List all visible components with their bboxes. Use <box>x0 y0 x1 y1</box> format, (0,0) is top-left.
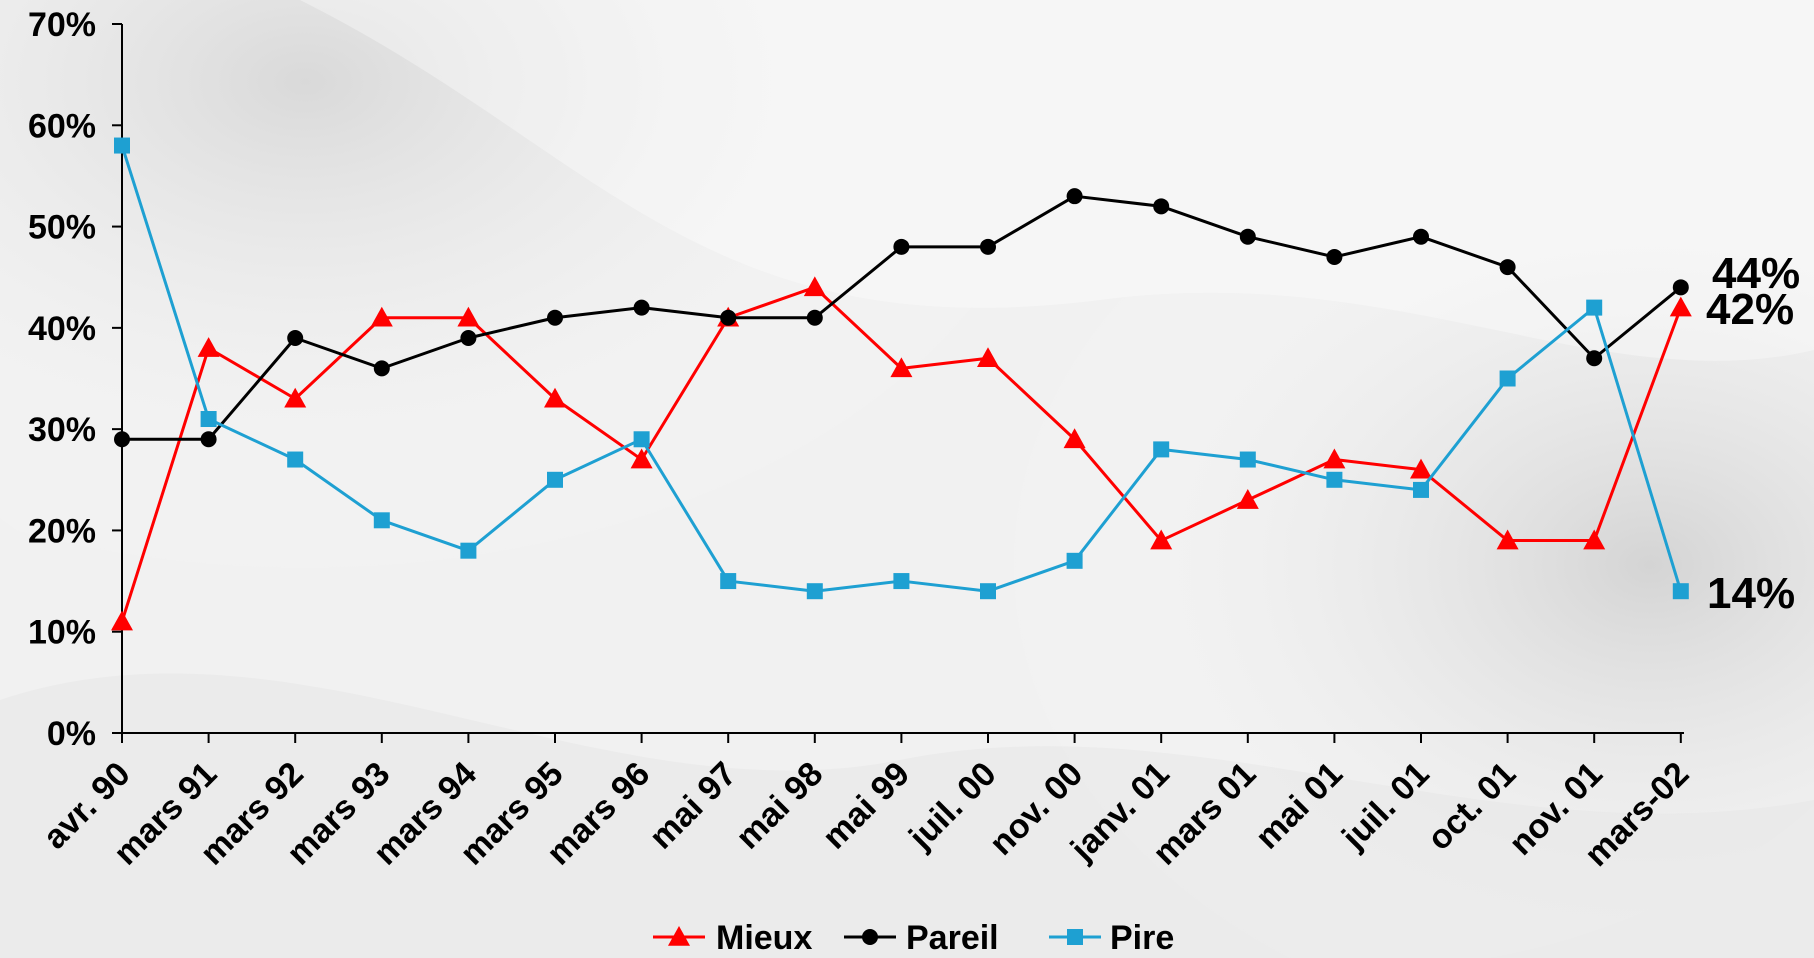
data-point-pareil <box>1153 198 1170 215</box>
y-tick-label: 10% <box>28 614 96 652</box>
data-point-mieux <box>803 276 826 297</box>
data-point-pire <box>806 583 823 600</box>
legend-item-pire: Pire <box>1049 919 1174 957</box>
data-point-mieux <box>284 387 307 408</box>
data-point-pareil <box>1066 188 1083 205</box>
data-point-pire <box>1153 441 1170 458</box>
data-point-mieux <box>1583 529 1606 550</box>
data-point-mieux <box>1323 448 1346 469</box>
series-pire <box>114 137 1689 600</box>
data-point-mieux <box>1150 529 1173 550</box>
data-point-mieux <box>544 387 566 408</box>
legend-item-pareil: Pareil <box>844 919 999 957</box>
data-point-pareil <box>1586 350 1603 367</box>
data-point-pareil <box>1672 279 1689 296</box>
y-tick-label: 30% <box>28 411 96 449</box>
data-point-mieux <box>457 306 480 327</box>
y-tick-label: 0% <box>47 715 96 753</box>
data-point-pire <box>1499 370 1516 387</box>
end-value-label: 14% <box>1707 569 1795 618</box>
data-point-pire <box>460 542 477 559</box>
data-point-pareil <box>287 329 304 346</box>
data-point-pire <box>980 583 996 600</box>
y-tick-label: 70% <box>28 6 96 44</box>
legend-label: Mieux <box>716 919 812 957</box>
y-tick-label: 40% <box>28 310 96 348</box>
data-point-pire <box>1239 451 1256 468</box>
end-labels: 44%42% 14% <box>1706 249 1800 618</box>
data-point-mieux <box>1669 296 1692 317</box>
data-point-pareil <box>980 238 996 255</box>
data-point-pire <box>1326 471 1343 488</box>
data-point-mieux <box>1063 428 1086 449</box>
data-point-pareil <box>720 309 737 326</box>
y-tick-label: 60% <box>28 107 96 145</box>
data-point-pareil <box>633 299 650 316</box>
data-point-pire <box>1586 299 1603 316</box>
end-value-label: 42% <box>1706 285 1794 334</box>
data-point-pire <box>893 573 910 590</box>
y-ticks: 0% 10% 20% 30% 40% 50% 60% 70% <box>28 6 122 753</box>
legend-label: Pareil <box>906 919 999 957</box>
data-point-pire <box>373 512 390 529</box>
y-tick-label: 20% <box>28 512 96 550</box>
data-point-pire <box>547 471 563 488</box>
series-mieux <box>111 276 1692 631</box>
data-point-mieux <box>111 610 133 631</box>
legend-label: Pire <box>1110 919 1174 957</box>
y-tick-label: 50% <box>28 209 96 247</box>
data-point-mieux <box>630 448 653 469</box>
data-point-mieux <box>1236 489 1259 509</box>
data-point-mieux <box>890 357 913 378</box>
data-point-pareil <box>200 431 217 448</box>
legend-item-mieux: Mieux <box>653 919 812 957</box>
data-point-pareil <box>460 329 477 346</box>
series-group <box>111 137 1692 631</box>
data-point-mieux <box>197 337 220 357</box>
data-point-pareil <box>1239 228 1256 245</box>
data-point-pareil <box>114 431 130 448</box>
legend: Mieux Pareil Pire <box>653 919 1174 957</box>
data-point-pire <box>287 451 304 468</box>
data-point-pareil <box>373 360 390 377</box>
data-point-pire <box>1066 552 1083 569</box>
end-value-label: 44% <box>1712 249 1800 298</box>
data-point-pareil <box>1499 259 1516 276</box>
data-point-mieux <box>370 306 393 327</box>
legend-marker <box>1067 929 1083 945</box>
data-point-pire <box>200 411 217 428</box>
data-point-pire <box>720 573 737 590</box>
series-pareil <box>114 188 1689 448</box>
data-point-mieux <box>977 347 999 368</box>
data-point-pire <box>1672 583 1689 600</box>
data-point-mieux <box>1496 529 1519 550</box>
data-point-pareil <box>1326 248 1343 265</box>
data-point-pareil <box>1413 228 1429 245</box>
data-point-pareil <box>547 309 563 326</box>
data-point-mieux <box>1410 458 1432 479</box>
data-point-pareil <box>893 238 910 255</box>
data-point-pire <box>1413 481 1429 498</box>
legend-marker <box>668 926 690 946</box>
legend-marker <box>862 929 878 945</box>
data-point-pire <box>114 137 130 154</box>
data-point-pire <box>633 431 650 448</box>
data-point-pareil <box>806 309 823 326</box>
